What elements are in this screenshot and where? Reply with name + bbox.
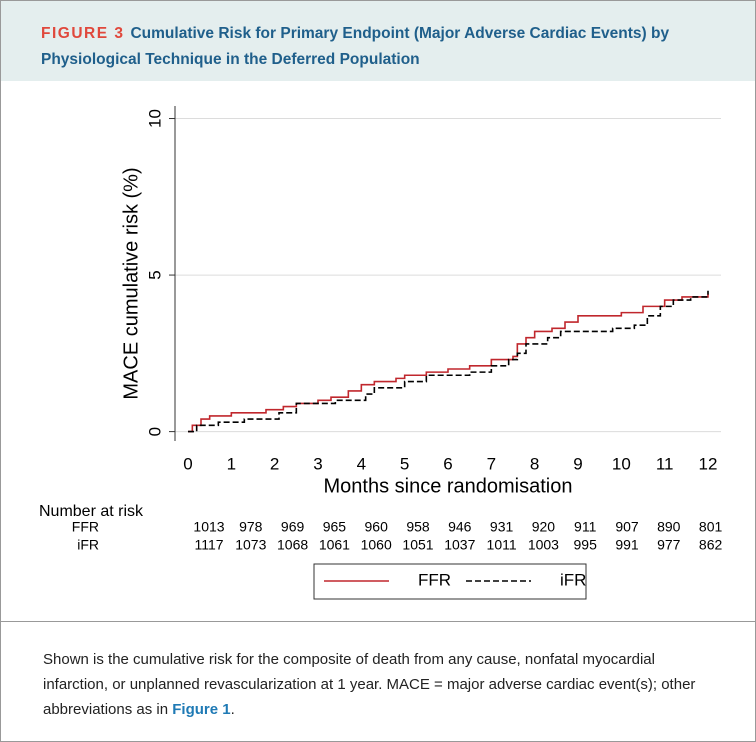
risk-row-name: iFR bbox=[77, 537, 99, 553]
risk-value: 978 bbox=[239, 519, 263, 535]
legend-box bbox=[313, 563, 587, 600]
risk-value: 931 bbox=[490, 519, 514, 535]
risk-title: Number at risk bbox=[39, 503, 144, 520]
x-tick-label: 2 bbox=[270, 454, 279, 473]
risk-value: 1060 bbox=[361, 537, 392, 553]
caption-text: . bbox=[230, 701, 235, 718]
risk-value: 1061 bbox=[319, 537, 350, 553]
x-tick-label: 8 bbox=[530, 454, 539, 473]
caption: Shown is the cumulative risk for the com… bbox=[1, 621, 755, 741]
legend-label: FFR bbox=[418, 570, 451, 589]
risk-value: 1037 bbox=[444, 537, 475, 553]
x-tick-label: 1 bbox=[227, 454, 236, 473]
risk-value: 977 bbox=[657, 537, 681, 553]
risk-value: 1068 bbox=[277, 537, 308, 553]
y-tick-label: 5 bbox=[145, 270, 164, 279]
x-axis-label: Months since randomisation bbox=[323, 475, 572, 497]
y-tick-label: 10 bbox=[145, 109, 164, 128]
x-tick-label: 12 bbox=[699, 454, 718, 473]
risk-value: 1011 bbox=[487, 537, 517, 553]
risk-value: 801 bbox=[699, 519, 723, 535]
y-tick-label: 0 bbox=[145, 427, 164, 436]
x-tick-label: 7 bbox=[487, 454, 496, 473]
x-tick-label: 3 bbox=[313, 454, 322, 473]
risk-value: 1051 bbox=[402, 537, 433, 553]
risk-value: 911 bbox=[574, 519, 597, 535]
risk-value: 969 bbox=[281, 519, 305, 535]
x-tick-label: 10 bbox=[612, 454, 631, 473]
risk-value: 946 bbox=[448, 519, 472, 535]
series-line bbox=[188, 290, 709, 433]
x-tick-label: 9 bbox=[573, 454, 582, 473]
risk-value: 1117 bbox=[194, 537, 223, 553]
risk-value: 1013 bbox=[193, 519, 224, 535]
risk-value: 965 bbox=[323, 519, 347, 535]
figure-label: FIGURE 3 bbox=[41, 25, 125, 42]
risk-value: 890 bbox=[657, 519, 681, 535]
figure-title: Cumulative Risk for Primary Endpoint (Ma… bbox=[41, 25, 670, 68]
figure-link[interactable]: Figure 1 bbox=[172, 701, 231, 718]
x-tick-label: 11 bbox=[656, 454, 674, 473]
y-axis-label: MACE cumulative risk (%) bbox=[120, 167, 142, 399]
x-tick-label: 5 bbox=[400, 454, 409, 473]
risk-value: 995 bbox=[574, 537, 598, 553]
risk-value: 862 bbox=[699, 537, 723, 553]
x-tick-label: 6 bbox=[443, 454, 452, 473]
risk-value: 907 bbox=[615, 519, 639, 535]
series-line bbox=[188, 293, 709, 433]
legend-label: iFR bbox=[560, 570, 586, 589]
x-tick-label: 4 bbox=[357, 454, 366, 473]
risk-row-name: FFR bbox=[72, 519, 99, 535]
figure-header: FIGURE 3 Cumulative Risk for Primary Endp… bbox=[1, 1, 755, 81]
x-tick-label: 0 bbox=[183, 454, 192, 473]
risk-value: 920 bbox=[532, 519, 556, 535]
risk-value: 1003 bbox=[528, 537, 559, 553]
risk-value: 960 bbox=[365, 519, 389, 535]
caption-text: Shown is the cumulative risk for the com… bbox=[43, 651, 696, 718]
risk-value: 991 bbox=[615, 537, 639, 553]
risk-value: 958 bbox=[406, 519, 430, 535]
risk-value: 1073 bbox=[235, 537, 266, 553]
